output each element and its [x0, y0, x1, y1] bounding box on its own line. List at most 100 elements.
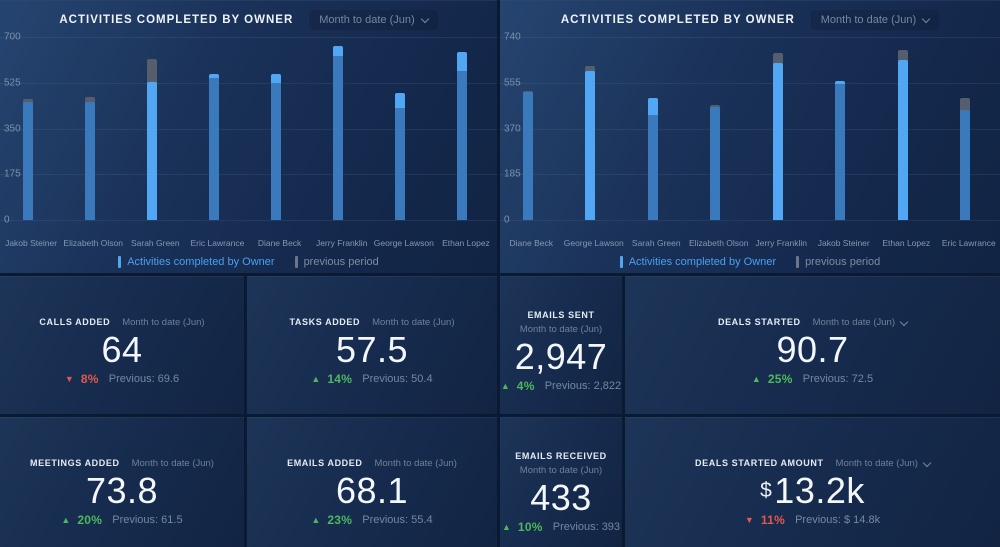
kpi-tile-emails-sent[interactable]: EMAILS SENT Month to date (Jun) 2,947 ▲ 4% Pr… — [500, 276, 622, 414]
bar-current-period[interactable] — [897, 60, 908, 220]
kpi-header: MEETINGS ADDED Month to date (Jun) — [30, 458, 214, 469]
kpi-tile-tasks-added[interactable]: TASKS ADDED Month to date (Jun) 57.5 ▲ 14% Pr… — [247, 276, 497, 414]
legend-item-previous-period[interactable]: previous period — [796, 256, 880, 268]
kpi-date-range-label: Month to date (Jun) — [374, 458, 457, 469]
x-axis-label: Sarah Green — [130, 238, 180, 248]
trend-up-icon: ▲ — [500, 381, 510, 391]
x-axis-label: Jakob Steiner — [5, 238, 58, 248]
legend-bar-icon — [294, 256, 298, 268]
bar-current-period[interactable] — [271, 74, 282, 220]
bar-current-period[interactable] — [647, 98, 658, 220]
kpi-value: 2,947 — [515, 338, 608, 376]
date-range-label: Month to date (Jun) — [820, 14, 917, 26]
chart-header: ACTIVITIES COMPLETED BY OWNER Month to d… — [0, 9, 497, 31]
legend-item-current-period[interactable]: Activities completed by Owner — [619, 256, 776, 268]
kpi-date-range-label: Month to date (Jun) — [519, 465, 603, 476]
bar-current-period[interactable] — [835, 81, 846, 220]
kpi-header: TASKS ADDED Month to date (Jun) — [290, 317, 455, 328]
y-axis-tick-label: 175 — [4, 168, 21, 180]
trend-down-icon: ▼ — [744, 515, 754, 525]
kpi-value: 64 — [101, 331, 142, 369]
kpi-title: DEALS STARTED — [717, 317, 801, 327]
kpi-change-percent: 25% — [767, 372, 793, 386]
kpi-previous-value: Previous: 72.5 — [802, 373, 874, 385]
kpi-previous-value: Previous: 55.4 — [362, 514, 433, 526]
date-range-dropdown[interactable]: Month to date (Jun) — [309, 10, 438, 30]
kpi-previous-value: Previous: 69.6 — [108, 373, 180, 385]
legend-label: previous period — [805, 256, 881, 268]
kpi-date-range: Month to date (Jun) — [374, 458, 456, 469]
x-axis-label: Jakob Steiner — [817, 238, 870, 248]
kpi-tile-deals-started[interactable]: DEALS STARTED Month to date (Jun) 90.7 ▲ 25%… — [625, 276, 1000, 414]
kpi-change-row: ▲ 23% Previous: 55.4 — [311, 513, 432, 527]
kpi-previous-value: Previous: 393 — [552, 521, 621, 533]
chevron-down-icon — [899, 317, 909, 326]
gridline — [0, 37, 497, 38]
kpi-date-range-dropdown[interactable]: Month to date (Jun) — [813, 317, 909, 328]
kpi-date-range: Month to date (Jun) — [372, 317, 454, 328]
bar-current-period[interactable] — [22, 102, 33, 220]
x-axis-label: Ethan Lopez — [442, 238, 490, 248]
bar-current-period[interactable] — [333, 46, 344, 220]
x-axis-label: Jerry Franklin — [755, 238, 807, 248]
x-axis-label: Diane Beck — [509, 238, 553, 248]
bar-current-period[interactable] — [395, 93, 406, 220]
bar-current-period[interactable] — [960, 110, 971, 220]
kpi-tile-emails-received[interactable]: EMAILS RECEIVED Month to date (Jun) 433 ▲ 10… — [500, 417, 622, 547]
x-axis-labels: Jakob Steiner Elizabeth Olson Sarah Green E… — [0, 238, 497, 248]
kpi-date-range-label: Month to date (Jun) — [122, 317, 205, 328]
kpi-tile-meetings-added[interactable]: MEETINGS ADDED Month to date (Jun) 73.8 ▲ 20… — [0, 417, 244, 547]
x-axis-labels: Diane Beck George Lawson Sarah Green Elizab… — [500, 238, 1000, 248]
legend-bar-icon — [796, 256, 800, 268]
bar-current-period[interactable] — [457, 52, 468, 220]
gridline — [0, 128, 497, 130]
kpi-change-row: ▼ 11% Previous: $ 14.8k — [745, 513, 880, 527]
bar-current-period[interactable] — [710, 107, 721, 220]
bar-current-period[interactable] — [772, 63, 783, 220]
kpi-change-percent: 23% — [327, 513, 353, 527]
kpi-value-number: 68.1 — [335, 470, 409, 511]
kpi-tile-deals-started-amount[interactable]: DEALS STARTED AMOUNT Month to date (Jun) $… — [625, 417, 1000, 547]
currency-symbol: $ — [760, 479, 773, 502]
x-axis-label: Diane Beck — [257, 238, 302, 248]
kpi-date-range-label: Month to date (Jun) — [131, 458, 214, 469]
kpi-previous-value: Previous: $ 14.8k — [795, 514, 881, 526]
kpi-date-range-label: Month to date (Jun) — [372, 317, 455, 328]
kpi-date-range: Month to date (Jun) — [122, 317, 204, 328]
gridline — [0, 220, 497, 221]
legend-item-previous-period[interactable]: previous period — [294, 256, 379, 268]
kpi-header: DEALS STARTED AMOUNT Month to date (Jun) — [695, 458, 932, 469]
kpi-date-range-dropdown[interactable]: Month to date (Jun) — [836, 458, 932, 469]
chevron-down-icon — [420, 14, 429, 23]
bar-current-period[interactable] — [522, 92, 533, 220]
bar-current-period[interactable] — [84, 102, 95, 220]
gridline — [0, 174, 497, 176]
kpi-date-range: Month to date (Jun) — [132, 458, 214, 469]
kpi-value-number: 73.8 — [85, 470, 159, 511]
bar-current-period[interactable] — [585, 71, 596, 220]
y-axis-tick-label: 525 — [4, 77, 21, 89]
kpi-date-range-label: Month to date (Jun) — [519, 324, 603, 335]
y-axis-tick-label: 0 — [4, 214, 10, 226]
kpi-tile-calls-added[interactable]: CALLS ADDED Month to date (Jun) 64 ▼ 8% Previ… — [0, 276, 244, 414]
kpi-title: EMAILS RECEIVED — [515, 451, 607, 461]
kpi-previous-value: Previous: 61.5 — [112, 514, 183, 526]
trend-up-icon: ▲ — [61, 515, 71, 525]
bar-current-period[interactable] — [146, 82, 157, 220]
trend-up-icon: ▲ — [311, 374, 321, 384]
x-axis-label: Elizabeth Olson — [688, 238, 749, 248]
chart-legend: Activities completed by Owner previous pe… — [0, 256, 497, 268]
kpi-tile-emails-added[interactable]: EMAILS ADDED Month to date (Jun) 68.1 ▲ 23% P… — [247, 417, 497, 547]
kpi-title: TASKS ADDED — [289, 317, 361, 327]
legend-item-current-period[interactable]: Activities completed by Owner — [118, 256, 275, 268]
y-axis-tick-label: 740 — [504, 31, 521, 43]
kpi-value: 57.5 — [336, 331, 408, 369]
date-range-dropdown[interactable]: Month to date (Jun) — [810, 10, 940, 30]
kpi-change-row: ▼ 8% Previous: 69.6 — [65, 372, 179, 386]
legend-bar-icon — [118, 256, 122, 268]
trend-up-icon: ▲ — [501, 522, 511, 532]
chart-header: ACTIVITIES COMPLETED BY OWNER Month to d… — [500, 9, 1000, 31]
bar-current-period[interactable] — [208, 74, 219, 220]
y-axis-tick-label: 370 — [504, 123, 521, 134]
kpi-change-percent: 14% — [327, 372, 353, 386]
